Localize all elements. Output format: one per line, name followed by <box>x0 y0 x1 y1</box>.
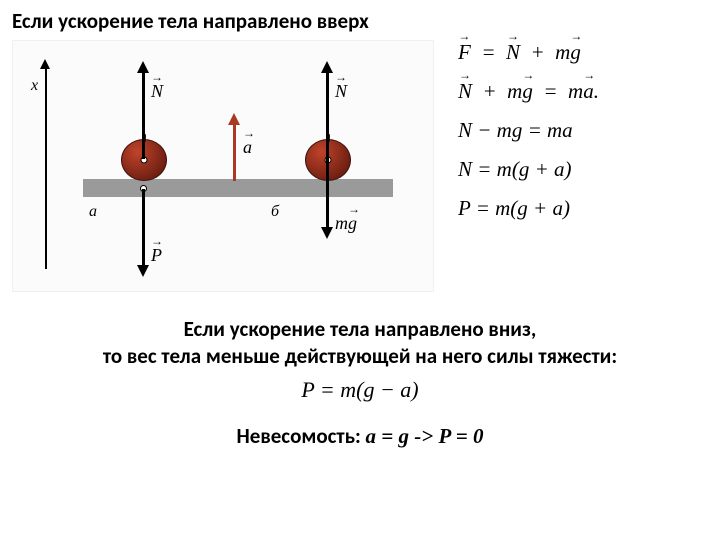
n-label-right: N <box>335 81 347 102</box>
n-vector-right-head <box>321 61 333 73</box>
mg-vector-head <box>321 227 333 239</box>
accel-vector-head <box>228 113 240 125</box>
n-vector-left-line <box>142 71 145 159</box>
equation-1: F = N + mg <box>458 40 599 65</box>
sublabel-a: а <box>89 203 97 221</box>
n-vector-left-head <box>137 61 149 73</box>
p-vector-line <box>142 189 145 267</box>
physics-diagram: x N P а a N mg <box>12 40 434 292</box>
equation-3: N − mg = ma <box>458 118 599 143</box>
mg-label: mg <box>335 213 357 234</box>
p-vector-head <box>137 265 149 277</box>
n-label-left: N <box>151 81 163 102</box>
equation-2: N + mg = ma. <box>458 79 599 104</box>
equations-block: F = N + mg N + mg = ma. N − mg = ma N = … <box>458 40 599 221</box>
p-label: P <box>151 245 162 266</box>
n-vector-right-line <box>326 71 329 159</box>
accel-vector-line <box>233 123 236 181</box>
mid-line-2: то вес тела меньше действующей на него с… <box>12 343 708 370</box>
weightlessness-label: Невесомость: <box>237 423 361 449</box>
top-row: x N P а a N mg <box>12 40 708 292</box>
weightlessness-expr: a = g -> P = 0 <box>366 424 484 448</box>
mg-vector-line <box>326 159 329 229</box>
equation-5: P = m(g + a) <box>458 196 599 221</box>
x-axis-label: x <box>31 77 38 95</box>
equation-4: N = m(g + a) <box>458 157 599 182</box>
sublabel-b: б <box>271 203 279 221</box>
accel-label: a <box>243 137 252 158</box>
heading-top: Если ускорение тела направлено вверх <box>12 8 708 34</box>
surface <box>83 179 393 197</box>
x-axis-line <box>45 69 47 269</box>
bottom-line: Невесомость: a = g -> P = 0 <box>12 423 708 449</box>
x-axis-arrow <box>40 59 50 69</box>
mid-line-1: Если ускорение тела направлено вниз, <box>12 316 708 343</box>
mid-formula: P = m(g − a) <box>12 377 708 403</box>
mid-text-block: Если ускорение тела направлено вниз, то … <box>12 316 708 371</box>
